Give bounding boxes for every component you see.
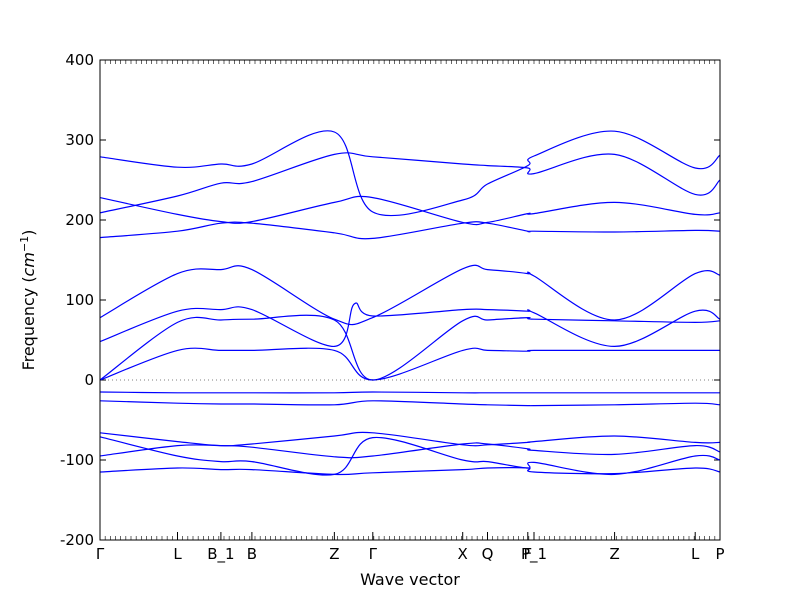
band-line-10 bbox=[99, 400, 721, 407]
y-tick-label: 100 bbox=[65, 291, 94, 309]
y-tick-label: 200 bbox=[65, 211, 94, 229]
y-tick-label: -200 bbox=[60, 531, 94, 549]
plot-frame bbox=[99, 59, 721, 541]
x-tick-label: Γ bbox=[96, 545, 105, 563]
band-line-12 bbox=[99, 436, 721, 476]
x-tick-label: Γ bbox=[369, 545, 378, 563]
y-ticks: -200 -100 0 100 200 300 400 bbox=[60, 51, 720, 549]
y-tick-label: -100 bbox=[60, 451, 94, 469]
band-line-4 bbox=[99, 221, 721, 240]
x-axis-label: Wave vector bbox=[360, 570, 460, 589]
band-line-13 bbox=[99, 442, 721, 459]
x-tick-label: P bbox=[715, 545, 724, 563]
x-tick-label: L bbox=[691, 545, 700, 563]
x-tick-label: X bbox=[458, 545, 468, 563]
band-line-9 bbox=[99, 391, 720, 394]
band-line-2 bbox=[99, 152, 721, 214]
x-tick-label: F bbox=[523, 545, 532, 563]
y-tick-label: 0 bbox=[84, 371, 94, 389]
band-line-5 bbox=[99, 264, 721, 326]
band-line-8 bbox=[99, 347, 720, 381]
x-ticks: Γ L B_1 B Z Γ X Q FP_1 Z L P bbox=[96, 60, 725, 564]
y-axis-label: Frequency (cm−1) bbox=[18, 230, 39, 371]
y-tick-label: 400 bbox=[65, 51, 94, 69]
x-tick-label: L bbox=[173, 545, 182, 563]
x-tick-label: Z bbox=[609, 545, 619, 563]
band-line-6 bbox=[99, 302, 721, 348]
x-tick-label: P_1 bbox=[521, 545, 547, 564]
band-series bbox=[99, 130, 721, 476]
x-tick-label: B_1 bbox=[207, 545, 234, 564]
y-tick-label: 300 bbox=[65, 131, 94, 149]
band-line-14 bbox=[99, 467, 721, 476]
band-line-7 bbox=[99, 314, 721, 381]
band-line-1 bbox=[99, 130, 721, 217]
x-tick-label: Q bbox=[482, 545, 494, 563]
x-tick-label: Z bbox=[329, 545, 339, 563]
x-tick-label: B bbox=[247, 545, 257, 563]
band-line-3 bbox=[99, 195, 721, 226]
